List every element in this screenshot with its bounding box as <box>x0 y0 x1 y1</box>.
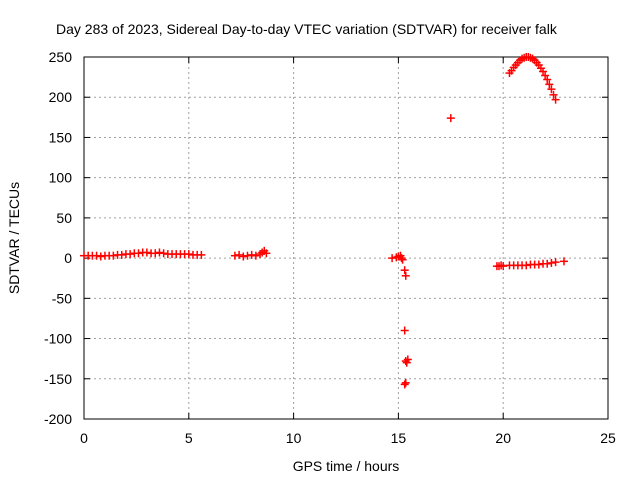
data-point <box>398 255 407 264</box>
data-point <box>545 80 554 89</box>
data-point <box>549 90 558 99</box>
data-point <box>151 249 160 258</box>
data-point <box>446 114 455 123</box>
x-tick-label: 5 <box>185 430 193 446</box>
data-point <box>499 262 508 271</box>
tick-marks <box>83 56 609 420</box>
data-point <box>551 258 560 267</box>
data-point <box>262 249 271 258</box>
data-point <box>155 248 164 257</box>
data-point <box>541 71 550 80</box>
x-tick-label: 10 <box>286 430 302 446</box>
data-point <box>184 250 193 259</box>
x-axis-label: GPS time / hours <box>293 458 400 474</box>
data-point <box>543 75 552 84</box>
x-tick-label: 15 <box>391 430 407 446</box>
data-point <box>235 250 244 259</box>
data-point <box>400 326 409 335</box>
y-axis-label: SDTVAR / TECUs <box>6 182 22 294</box>
data-point <box>142 248 151 257</box>
y-tick-label: 150 <box>49 129 73 145</box>
chart-title: Day 283 of 2023, Sidereal Day-to-day VTE… <box>56 21 558 37</box>
data-point <box>126 250 135 259</box>
y-tick-label: 0 <box>64 250 72 266</box>
data-point <box>134 249 143 258</box>
data-point <box>96 252 105 261</box>
data-point <box>543 259 552 268</box>
data-point <box>243 251 252 260</box>
x-tick-labels: 0 5 10 15 20 25 <box>80 430 616 446</box>
data-point <box>400 380 409 389</box>
data-point <box>400 266 409 275</box>
y-tick-label: 100 <box>49 170 73 186</box>
data-point <box>197 250 206 259</box>
plot-frame <box>83 56 609 420</box>
y-tick-label: -50 <box>52 290 72 306</box>
x-tick-label: 25 <box>600 430 616 446</box>
data-point <box>239 252 248 261</box>
y-tick-label: -150 <box>44 371 72 387</box>
data-point <box>247 250 256 259</box>
data-point <box>547 258 556 267</box>
x-tick-label: 20 <box>495 430 511 446</box>
x-tick-label: 0 <box>80 430 88 446</box>
y-tick-label: -100 <box>44 331 72 347</box>
data-point <box>397 254 406 263</box>
data-point <box>522 261 531 270</box>
data-point <box>539 67 548 76</box>
data-point <box>230 251 239 260</box>
data-point <box>401 271 410 280</box>
y-tick-label: 50 <box>56 210 72 226</box>
y-tick-label: -200 <box>44 411 72 427</box>
data-point <box>551 95 560 104</box>
data-point <box>547 85 556 94</box>
data-points <box>80 53 568 389</box>
data-point <box>403 355 412 364</box>
grid-lines <box>84 57 608 419</box>
data-point <box>117 250 126 259</box>
data-point <box>92 251 101 260</box>
y-tick-labels: -200 -150 -100 -50 0 50 100 150 200 250 <box>44 49 72 427</box>
data-point <box>159 249 168 258</box>
data-point <box>251 251 260 260</box>
data-point <box>401 378 410 387</box>
y-tick-label: 200 <box>49 89 73 105</box>
data-point <box>388 254 397 263</box>
data-point <box>109 251 118 260</box>
data-point <box>534 260 543 269</box>
data-point <box>559 257 568 266</box>
y-tick-label: 250 <box>49 49 73 65</box>
